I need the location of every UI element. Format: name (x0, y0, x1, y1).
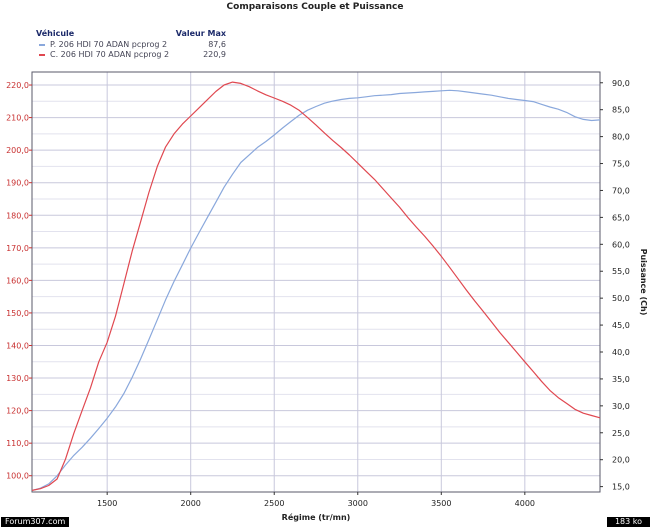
left-tick-label: 140,0 (6, 341, 29, 350)
legend-swatch-power (39, 44, 45, 46)
x-tick-label: 3000 (348, 499, 368, 508)
right-tick-label: 25,0 (612, 429, 630, 438)
right-tick-label: 40,0 (612, 348, 630, 357)
right-axis-title: Puissance (Ch) (639, 249, 648, 316)
legend-header-vehicle: Véhicule (36, 29, 75, 38)
right-tick-label: 85,0 (612, 106, 630, 115)
plot-background (32, 72, 600, 492)
x-tick-label: 2500 (264, 499, 284, 508)
left-tick-label: 200,0 (6, 146, 29, 155)
left-tick-label: 170,0 (6, 244, 29, 253)
right-tick-label: 80,0 (612, 133, 630, 142)
x-tick-label: 1500 (97, 499, 117, 508)
legend: Véhicule Valeur Max P. 206 HDI 70 ADAN p… (36, 29, 226, 60)
left-tick-label: 180,0 (6, 211, 29, 220)
legend-header-value: Valeur Max (175, 29, 226, 38)
right-tick-label: 35,0 (612, 375, 630, 384)
right-tick-label: 75,0 (612, 160, 630, 169)
left-tick-label: 160,0 (6, 276, 29, 285)
left-tick-label: 100,0 (6, 472, 29, 481)
footer-site-label: Forum307.com (1, 517, 70, 527)
series-line-power (31, 89, 601, 491)
legend-swatch-torque (39, 54, 45, 56)
x-tick-label: 4000 (515, 499, 535, 508)
legend-value-torque: 220,9 (203, 50, 226, 59)
x-tick-label: 2000 (181, 499, 201, 508)
right-tick-label: 15,0 (612, 483, 630, 492)
right-tick-label: 30,0 (612, 402, 630, 411)
left-tick-label: 210,0 (6, 114, 29, 123)
legend-name-power: P. 206 HDI 70 ADAN pcprog 2 (50, 40, 168, 49)
series-line-torque (31, 81, 601, 491)
left-tick-label: 130,0 (6, 374, 29, 383)
right-tick-label: 20,0 (612, 456, 630, 465)
legend-value-power: 87,6 (208, 40, 226, 49)
right-tick-label: 55,0 (612, 267, 630, 276)
legend-name-torque: C. 206 HDI 70 ADAN pcprog 2 (50, 50, 170, 59)
left-tick-label: 220,0 (6, 81, 29, 90)
footer-size-label: 183 ko (606, 517, 650, 527)
right-tick-label: 45,0 (612, 321, 630, 330)
x-axis-title: Régime (tr/mn) (282, 512, 351, 522)
left-tick-label: 120,0 (6, 407, 29, 416)
right-tick-label: 50,0 (612, 294, 630, 303)
left-tick-label: 110,0 (6, 439, 29, 448)
right-tick-label: 90,0 (612, 79, 630, 88)
left-tick-label: 150,0 (6, 309, 29, 318)
x-tick-label: 3500 (431, 499, 451, 508)
chart-title: Comparaisons Couple et Puissance (226, 2, 404, 12)
legend-entry-torque: C. 206 HDI 70 ADAN pcprog 2 220,9 (36, 50, 226, 60)
plot-frame (31, 71, 601, 493)
right-tick-label: 70,0 (612, 186, 630, 195)
legend-header: Véhicule Valeur Max (36, 29, 226, 40)
left-tick-label: 190,0 (6, 179, 29, 188)
right-tick-label: 60,0 (612, 240, 630, 249)
legend-entry-power: P. 206 HDI 70 ADAN pcprog 2 87,6 (36, 40, 226, 50)
right-tick-label: 65,0 (612, 213, 630, 222)
